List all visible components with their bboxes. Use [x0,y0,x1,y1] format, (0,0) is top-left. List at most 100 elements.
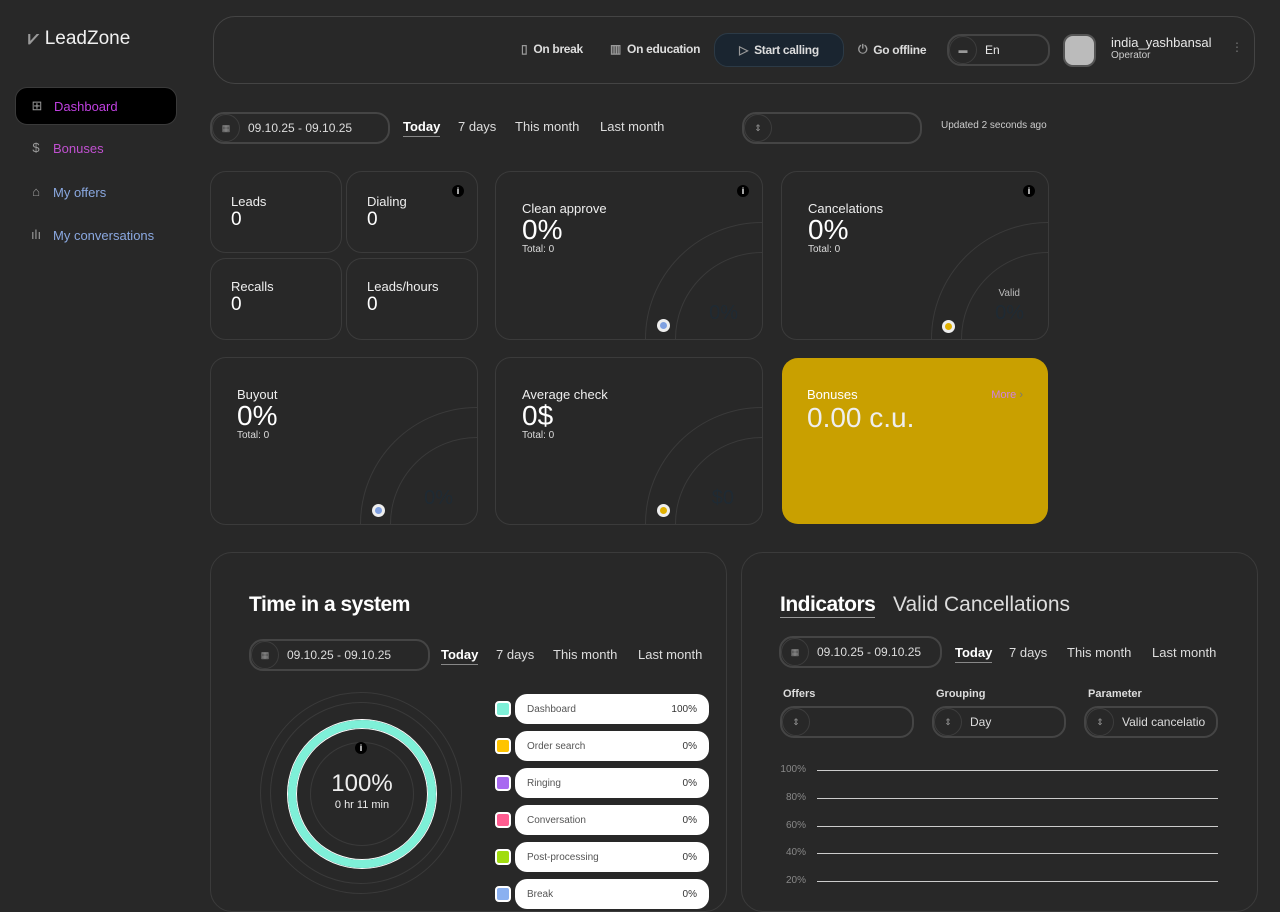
chevron-updown-icon: ⇕ [1086,708,1114,736]
on-break-button[interactable]: ▯ On break [521,42,583,56]
info-icon[interactable]: i [452,185,464,197]
break-icon: ▯ [521,42,528,56]
tab-valid-cancellations[interactable]: Valid Cancellations [893,593,1071,616]
time-period-7-days[interactable]: 7 days [496,647,535,662]
more-vertical-icon[interactable]: ⋮ [1231,40,1243,54]
offer-select[interactable]: ⇕ [742,112,922,144]
sidebar-item-dashboard[interactable]: ⊞ Dashboard [15,87,177,125]
go-offline-button[interactable]: ⏻ Go offline [858,42,927,57]
legend-bar: Break 0% [515,879,709,909]
bonuses-more-link[interactable]: More › [991,389,1023,401]
tab-indicators[interactable]: Indicators [780,593,876,618]
legend-value: 0% [682,740,697,752]
sidebar-item-my-offers[interactable]: ⌂ My offers [15,173,177,211]
legend-label: Ringing [527,777,561,789]
grid-icon: ⊞ [31,98,43,113]
period-7-days[interactable]: 7 days [458,119,497,134]
avatar[interactable] [1063,34,1096,67]
parameter-select[interactable]: ⇕ Valid cancelatio [1084,706,1218,738]
leads-card: Leads 0 [210,171,342,253]
time-donut [288,720,436,868]
time-period-today[interactable]: Today [441,647,479,665]
gauge-value: 0% [424,487,453,509]
gridline [817,853,1218,855]
legend-label: Conversation [527,814,586,826]
legend-item: Dashboard 100% [495,694,709,724]
time-period-last-month[interactable]: Last month [638,647,703,662]
ind-period-this-month[interactable]: This month [1067,645,1132,660]
offers-label: Offers [783,688,816,700]
sidebar-item-bonuses[interactable]: $ Bonuses [15,129,177,167]
offers-select[interactable]: ⇕ [780,706,914,738]
info-icon[interactable]: i [355,742,367,754]
period-today[interactable]: Today [403,119,441,137]
language-select[interactable]: ▬ En [947,34,1050,66]
legend-swatch [495,849,511,865]
buyout-card: Buyout 0% Total: 0 0% [210,357,478,525]
user-info: india_yashbansal Operator [1111,35,1212,61]
us-flag-icon: ▬ [949,36,977,64]
legend-item: Ringing 0% [495,768,709,798]
time-period-this-month[interactable]: This month [553,647,618,662]
ind-period-last-month[interactable]: Last month [1152,645,1217,660]
y-tick-label: 60% [785,819,806,831]
bonuses-card: Bonuses 0.00 c.u. More › [782,358,1048,524]
gridline [817,770,1218,771]
gauge-marker [657,319,670,332]
legend-value: 0% [682,851,697,863]
gauge-value: 0% [709,302,738,324]
app-logo[interactable]: ⩗ LeadZone [28,28,131,49]
parameter-label: Parameter [1088,688,1142,700]
period-last-month[interactable]: Last month [600,119,665,134]
legend-label: Order search [527,740,586,752]
book-icon: ▥ [610,42,622,56]
sidebar-item-my-conversations[interactable]: ılı My conversations [30,227,155,243]
gauge-marker [372,504,385,517]
info-icon[interactable]: i [1023,185,1035,197]
time-date-range-picker[interactable]: ▦ 09.10.25 - 09.10.25 [249,639,430,671]
legend-bar: Ringing 0% [515,768,709,798]
indicators-date-range-picker[interactable]: ▦ 09.10.25 - 09.10.25 [779,636,942,668]
logo-icon: ⩗ [28,28,39,49]
legend-value: 0% [682,777,697,789]
gridline [817,797,1218,799]
y-tick-label: 20% [785,875,806,887]
calendar-icon: ▦ [251,641,279,669]
grouping-select[interactable]: ⇕ Day [932,706,1066,738]
gauge-label: Valid [998,288,1021,299]
chevron-updown-icon: ⇕ [782,708,810,736]
calendar-icon: ▦ [781,638,809,666]
y-tick-label: 100% [780,764,806,775]
top-header [213,16,1255,84]
sound-wave-icon: ılı [30,227,42,242]
info-icon[interactable]: i [737,185,749,197]
period-this-month[interactable]: This month [515,119,580,134]
legend-item: Break 0% [495,879,709,909]
legend-label: Break [527,888,554,900]
ind-period-today[interactable]: Today [955,645,993,663]
legend-label: Post-processing [527,851,599,863]
legend-swatch [495,701,511,717]
donut-percent: 100% [331,770,393,797]
start-calling-button[interactable]: ▷ Start calling [714,33,844,67]
legend-bar: Order search 0% [515,731,709,761]
legend-item: Order search 0% [495,731,709,761]
legend-bar: Conversation 0% [515,805,709,835]
chevron-updown-icon: ⇕ [934,708,962,736]
gauge-value: 0% [995,302,1024,324]
legend-bar: Dashboard 100% [515,694,709,724]
legend-item: Post-processing 0% [495,842,709,872]
y-tick-label: 40% [785,847,806,859]
gauge-marker [657,504,670,517]
ind-period-7-days[interactable]: 7 days [1009,645,1048,660]
power-icon: ⏻ [858,42,868,56]
dollar-coin-icon: $ [32,140,40,155]
date-range-picker[interactable]: ▦ 09.10.25 - 09.10.25 [210,112,390,144]
gridline [817,825,1218,827]
cancelations-card: Cancelations 0% Total: 0 i Valid 0% [781,171,1049,340]
donut-ring [270,702,452,884]
recalls-card: Recalls 0 [210,258,342,340]
on-education-button[interactable]: ▥ On education [610,42,701,56]
leads-hours-card: Leads/hours 0 [346,258,478,340]
legend-value: 100% [671,703,697,715]
